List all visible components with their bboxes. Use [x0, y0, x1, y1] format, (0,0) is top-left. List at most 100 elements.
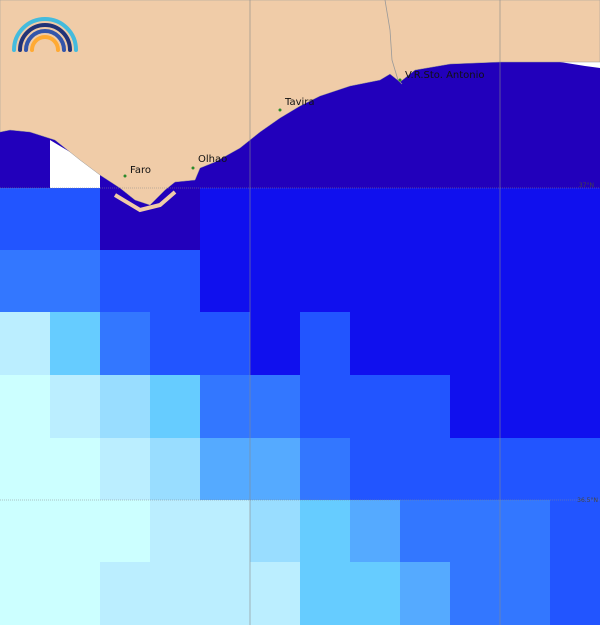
grid-cell — [50, 562, 100, 625]
grid-cell — [550, 188, 600, 250]
place-label: Tavira — [284, 97, 315, 108]
grid-cell — [300, 312, 350, 375]
grid-cell — [550, 250, 600, 312]
grid-cell — [250, 438, 300, 500]
grid-cell — [450, 188, 500, 250]
grid-cell — [550, 438, 600, 500]
grid-cell — [400, 188, 450, 250]
grid-cell — [100, 250, 150, 312]
grid-cell — [250, 250, 300, 312]
grid-cell — [450, 500, 500, 562]
place-label: V.R.Sto. Antonio — [405, 70, 485, 81]
grid-cell — [200, 562, 250, 625]
grid-cell — [200, 500, 250, 562]
grid-cell — [0, 438, 50, 500]
grid-cell — [500, 250, 550, 312]
grid-cell — [350, 375, 400, 438]
grid-cell — [250, 312, 300, 375]
grid-cell — [300, 562, 350, 625]
grid-cell — [0, 562, 50, 625]
no-data — [560, 62, 600, 68]
grid-cell — [200, 438, 250, 500]
grid-cell — [500, 500, 550, 562]
grid-cell — [350, 188, 400, 250]
lagoon-islands — [113, 190, 177, 213]
grid-cell — [400, 375, 450, 438]
grid-cell — [400, 500, 450, 562]
grid-cell — [450, 438, 500, 500]
logo — [12, 17, 78, 52]
grid-cell — [150, 250, 200, 312]
place-dot — [123, 174, 127, 178]
land — [0, 0, 600, 206]
grid-cell — [100, 500, 150, 562]
grid-cell — [200, 375, 250, 438]
grid-cell — [450, 562, 500, 625]
grid-cell — [400, 312, 450, 375]
grid-cell — [150, 500, 200, 562]
place-label: Faro — [130, 165, 151, 176]
grid-cell — [50, 438, 100, 500]
grid-cell — [100, 312, 150, 375]
grid-cell — [50, 250, 100, 312]
grid-cell — [500, 375, 550, 438]
grid-cell — [50, 188, 100, 250]
grid-cell — [0, 250, 50, 312]
grid-cell — [150, 438, 200, 500]
grid-cell — [300, 188, 350, 250]
grid-cell — [50, 375, 100, 438]
grid-cells — [0, 188, 600, 625]
grid-cell — [100, 375, 150, 438]
grid-cell — [350, 500, 400, 562]
lat-label: 37°N — [579, 182, 594, 189]
grid-cell — [100, 562, 150, 625]
grid-cell — [150, 188, 200, 250]
grid-cell — [250, 375, 300, 438]
grid-cell — [50, 312, 100, 375]
grid-cell — [550, 562, 600, 625]
grid-cell — [500, 562, 550, 625]
grid-cell — [300, 375, 350, 438]
place-dot — [398, 78, 402, 82]
grid-cell — [200, 250, 250, 312]
grid-cell — [0, 375, 50, 438]
grid-cell — [250, 500, 300, 562]
grid-cell — [0, 500, 50, 562]
grid-cell — [200, 312, 250, 375]
grid-cell — [0, 312, 50, 375]
grid-cell — [550, 312, 600, 375]
grid-cell — [500, 188, 550, 250]
grid-cell — [250, 188, 300, 250]
grid-cell — [350, 438, 400, 500]
grid-cell — [350, 312, 400, 375]
grid-cell — [400, 250, 450, 312]
grid-cell — [350, 562, 400, 625]
grid-cell — [450, 250, 500, 312]
grid-cell — [300, 438, 350, 500]
lat-label: 36.5°N — [577, 497, 598, 504]
place-dot — [278, 108, 282, 112]
grid-cell — [150, 375, 200, 438]
grid-cell — [450, 312, 500, 375]
grid-cell — [150, 312, 200, 375]
grid-cell — [250, 562, 300, 625]
grid-cell — [50, 500, 100, 562]
grid-cell — [350, 250, 400, 312]
grid-cell — [400, 438, 450, 500]
grid-cell — [200, 188, 250, 250]
grid-cell — [150, 562, 200, 625]
place-dot — [191, 166, 195, 170]
grid-cell — [500, 438, 550, 500]
grid-cell — [400, 562, 450, 625]
grid-cell — [550, 500, 600, 562]
grid-cell — [450, 375, 500, 438]
grid-cell — [550, 375, 600, 438]
grid-cell — [300, 500, 350, 562]
place-label: Olhao — [198, 154, 227, 165]
no-data — [50, 140, 100, 188]
grid-cell — [100, 438, 150, 500]
grid-cell — [300, 250, 350, 312]
grid-cell — [500, 312, 550, 375]
grid-cell — [0, 188, 50, 250]
